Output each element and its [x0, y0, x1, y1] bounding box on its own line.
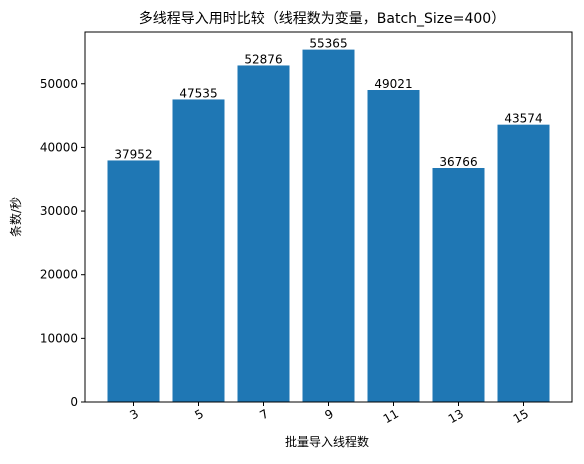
x-tick-label-11: 11 [381, 406, 401, 426]
data-label-15: 43574 [504, 112, 542, 126]
y-tick-label-50000: 50000 [40, 77, 78, 91]
plot-frame [84, 31, 573, 403]
bar-5 [172, 99, 225, 403]
chart-title: 多线程导入用时比较（线程数为变量，Batch_Size=400） [139, 10, 505, 27]
bar-7 [237, 65, 290, 402]
x-axis-label: 批量导入线程数 [285, 434, 369, 449]
data-labels-group: 37952 47535 52876 55365 49021 36766 43574 [114, 37, 542, 169]
y-tick-label-30000: 30000 [40, 204, 78, 218]
y-tick-label-40000: 40000 [40, 140, 78, 154]
data-label-9: 55365 [309, 37, 347, 51]
y-tick-label-10000: 10000 [40, 331, 78, 345]
data-label-5: 47535 [179, 86, 217, 100]
bar-15 [497, 124, 550, 403]
y-tick-label-0: 0 [70, 395, 78, 409]
data-label-11: 49021 [374, 77, 412, 91]
bar-3 [107, 160, 160, 402]
x-tick-label-7: 7 [257, 406, 271, 422]
x-tick-label-15: 15 [511, 406, 531, 426]
y-tick-label-20000: 20000 [40, 268, 78, 282]
x-tick-label-5: 5 [192, 406, 206, 422]
data-label-3: 37952 [114, 147, 152, 161]
y-axis-label: 条数/秒 [8, 197, 23, 237]
x-axis: 3 5 7 9 11 13 15 [127, 402, 531, 426]
bar-13 [432, 167, 485, 402]
bar-9 [302, 49, 355, 403]
y-axis: 0 10000 20000 30000 40000 50000 [40, 77, 85, 409]
bars-group [107, 49, 550, 403]
x-tick-label-3: 3 [127, 406, 141, 422]
bar-11 [367, 89, 420, 402]
data-label-13: 36766 [439, 155, 477, 169]
data-label-7: 52876 [244, 52, 282, 66]
x-tick-label-13: 13 [446, 406, 466, 426]
x-tick-label-9: 9 [322, 406, 336, 422]
